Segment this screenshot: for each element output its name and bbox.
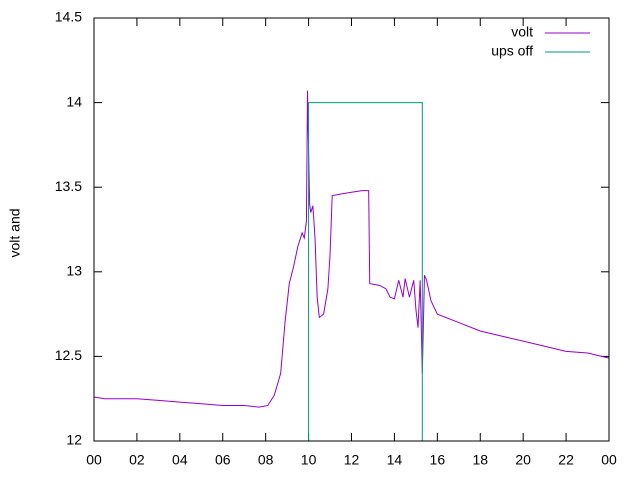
x-tick-label: 10 bbox=[301, 452, 317, 468]
x-tick-label: 18 bbox=[472, 452, 488, 468]
x-tick-label: 06 bbox=[215, 452, 231, 468]
y-axis-label: volt and bbox=[7, 208, 23, 257]
x-tick-label: 12 bbox=[344, 452, 360, 468]
y-tick-label: 12.5 bbox=[55, 347, 82, 363]
series-line bbox=[308, 102, 423, 441]
y-tick-label: 12 bbox=[66, 432, 82, 448]
series-line bbox=[93, 90, 610, 408]
x-tick-label: 20 bbox=[515, 452, 531, 468]
x-tick-label: 04 bbox=[172, 452, 188, 468]
x-tick-label: 00 bbox=[601, 452, 617, 468]
y-tick-label: 13 bbox=[66, 263, 82, 279]
x-tick-label: 14 bbox=[387, 452, 403, 468]
plot-border bbox=[93, 17, 610, 442]
x-tick-label: 22 bbox=[558, 452, 574, 468]
y-tick-label: 14 bbox=[66, 93, 82, 109]
legend-label: volt bbox=[511, 24, 533, 40]
x-tick-label: 16 bbox=[430, 452, 446, 468]
y-tick-label: 13.5 bbox=[55, 178, 82, 194]
x-tick-label: 00 bbox=[86, 452, 102, 468]
legend-label: ups off bbox=[491, 43, 533, 59]
x-tick-label: 02 bbox=[129, 452, 145, 468]
y-tick-label: 14.5 bbox=[55, 9, 82, 25]
x-tick-label: 08 bbox=[258, 452, 274, 468]
